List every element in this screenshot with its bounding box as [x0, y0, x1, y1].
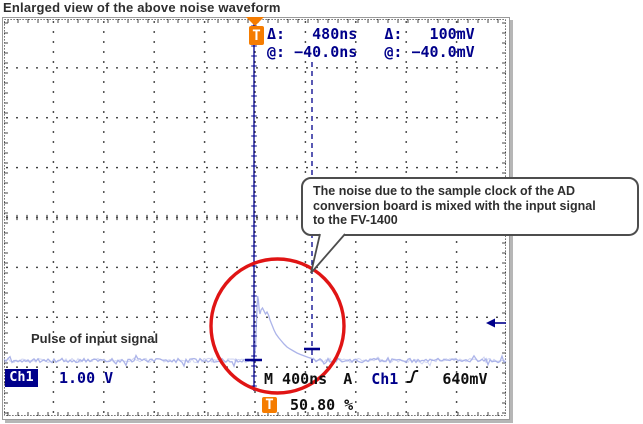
- timebase-readout: M 400ns: [264, 369, 328, 388]
- callout-note: The noise due to the sample clock of the…: [301, 177, 639, 236]
- rising-edge-slope-icon: [406, 368, 419, 389]
- cursor-readout: Δ: 480ns Δ: 100mV @: −40.0ns @: −40.0mV: [267, 25, 475, 61]
- trigger-position-marker-icon: [246, 17, 264, 26]
- trigger-level-readout: 640mV: [442, 369, 488, 388]
- trigger-position-readout: T 50.80 %: [262, 396, 353, 414]
- callout-tail: [310, 233, 346, 274]
- pulse-label: Pulse of input signal: [31, 331, 159, 346]
- trigger-status-readout: M 400ns A Ch1 640mV: [264, 368, 488, 389]
- channel-badge: Ch1: [5, 369, 38, 387]
- channel-readout: Ch1 1.00 V: [5, 369, 113, 387]
- trigger-position-value: 50.80 %: [290, 396, 354, 414]
- trigger-badge-icon: T: [249, 26, 264, 45]
- trigger-badge-icon: T: [262, 397, 277, 413]
- channel-scale: 1.00 V: [59, 369, 114, 387]
- acquisition-mode: A: [343, 369, 353, 388]
- page-title: Enlarged view of the above noise wavefor…: [3, 0, 281, 15]
- trigger-source: Ch1: [371, 369, 399, 388]
